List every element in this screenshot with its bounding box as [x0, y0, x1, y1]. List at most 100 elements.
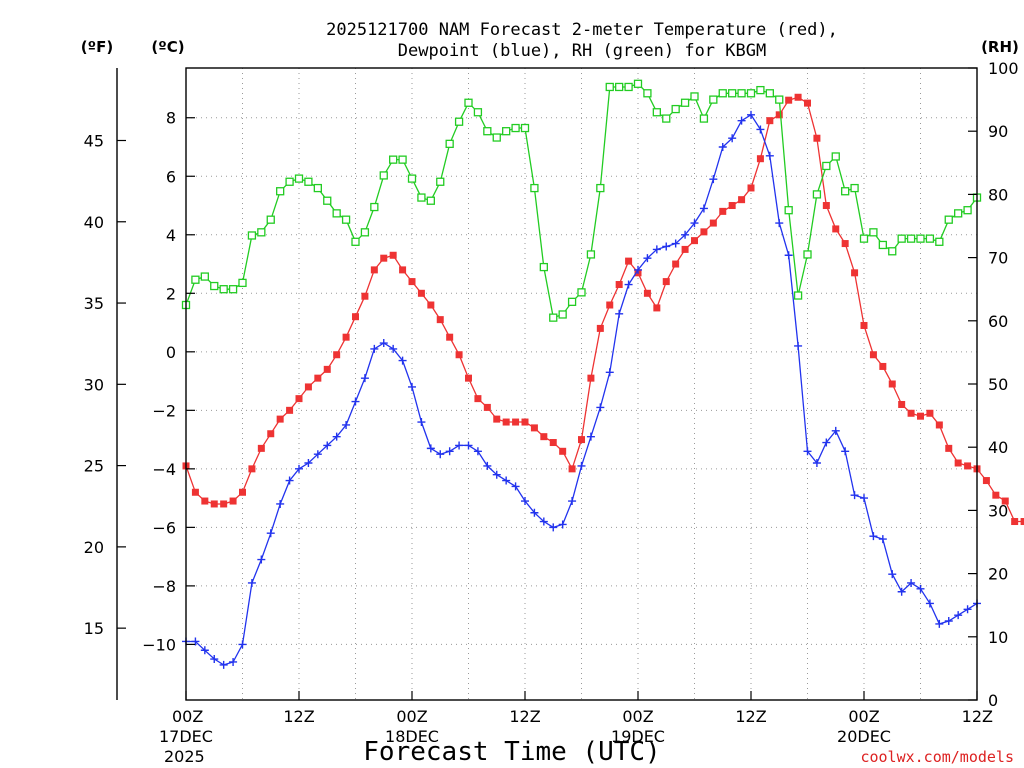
fahrenheit-tick-label: 35: [84, 294, 104, 313]
temperature-point: [709, 219, 717, 227]
dewpoint-point: [756, 125, 765, 134]
rh-point: [878, 240, 887, 250]
dewpoint-point: [483, 461, 492, 470]
rh-point: [341, 215, 351, 224]
rh-tick-label: 30: [988, 501, 1008, 520]
temperature-point: [389, 251, 397, 259]
temperature-point: [352, 313, 359, 321]
dewpoint-point: [257, 555, 266, 564]
temperature-point: [813, 134, 821, 142]
dewpoint-point: [229, 657, 238, 666]
temperature-point: [775, 111, 783, 119]
celsius-tick-label: 6: [166, 167, 176, 186]
fahrenheit-tick-label: 40: [84, 213, 104, 232]
axis-ticks: −10−8−6−4−202468152025303540450102030405…: [84, 59, 1019, 766]
rh-point: [351, 237, 360, 246]
temperature-point: [342, 333, 350, 341]
rh-point: [464, 98, 473, 107]
temperature-point: [719, 207, 727, 215]
rh-point: [294, 174, 304, 183]
celsius-tick-label: −8: [152, 577, 176, 596]
dewpoint-point: [963, 605, 972, 614]
rh-point: [728, 89, 737, 98]
temperature-point: [935, 421, 943, 429]
temperature-point: [794, 93, 802, 101]
temperature-point: [333, 351, 341, 359]
rh-tick-label: 40: [988, 438, 1008, 457]
temperature-point: [417, 289, 425, 297]
rh-point: [483, 127, 492, 136]
rh-point: [332, 209, 341, 218]
rh-point: [897, 234, 906, 243]
dewpoint-point: [652, 245, 661, 254]
rh-point: [407, 174, 417, 183]
temperature-point: [888, 380, 896, 388]
celsius-tick-label: −10: [142, 635, 176, 654]
credit-label: coolwx.com/models: [860, 748, 1014, 766]
dewpoint-point: [492, 470, 501, 479]
dewpoint-point: [408, 382, 416, 391]
dewpoint-point: [954, 611, 963, 620]
rh-point: [850, 183, 859, 193]
temperature-point: [276, 415, 284, 423]
temperature-point: [804, 99, 811, 107]
rh-point: [869, 228, 878, 237]
rh-point: [841, 187, 850, 196]
temperature-point: [267, 430, 275, 438]
dewpoint-point: [332, 432, 341, 441]
rh-point: [238, 278, 247, 288]
temperature-point: [860, 321, 868, 329]
rh-point: [398, 155, 407, 164]
dewpoint-point: [690, 219, 699, 228]
dewpoint-point: [521, 497, 529, 506]
celsius-tick-label: −6: [152, 518, 176, 537]
dewpoint-point: [247, 578, 256, 587]
temperature-point: [653, 304, 661, 312]
rh-point: [200, 272, 209, 281]
temperature-point: [361, 292, 369, 300]
rh-point: [426, 196, 435, 205]
dewpoint-point: [568, 497, 577, 506]
dewpoint-point: [577, 461, 586, 470]
rh-point: [567, 297, 577, 306]
dewpoint-point: [747, 110, 755, 119]
temperature-point: [502, 418, 510, 426]
temperature-point: [248, 465, 256, 473]
rh-point: [276, 187, 285, 196]
rh-point: [379, 171, 388, 180]
temperature-point: [982, 477, 990, 485]
fahrenheit-tick-label: 45: [84, 131, 104, 150]
temperature-point: [1020, 518, 1024, 526]
rh-point: [793, 291, 803, 300]
rh-point: [492, 133, 501, 142]
temperature-point: [587, 374, 595, 382]
dewpoint-point: [803, 447, 812, 456]
temperature-point: [700, 228, 708, 236]
rh-point: [718, 89, 727, 98]
temperature-point: [879, 362, 887, 370]
temperature-point: [568, 465, 576, 473]
rh-point: [191, 275, 200, 284]
dewpoint-point: [558, 520, 567, 529]
rh-point: [219, 285, 228, 294]
rh-tick-label: 90: [988, 122, 1008, 141]
rh-point: [916, 234, 925, 243]
rh-tick-label: 50: [988, 375, 1008, 394]
rh-point: [247, 231, 257, 240]
rh-tick-label: 20: [988, 565, 1008, 584]
celsius-tick-label: 0: [166, 343, 176, 362]
temperature-point: [643, 289, 651, 297]
temperature-point: [229, 497, 237, 505]
dewpoint-point: [794, 341, 803, 350]
temperature-point: [191, 488, 199, 496]
dewpoint-point: [699, 204, 708, 213]
dewpoint-point: [511, 482, 520, 491]
rh-point: [671, 104, 680, 114]
rh-point: [228, 285, 238, 294]
rh-point: [266, 215, 275, 224]
temperature-point: [728, 202, 736, 210]
rh-point: [944, 215, 953, 224]
temperature-point: [578, 436, 585, 444]
temperature-point: [898, 400, 906, 408]
